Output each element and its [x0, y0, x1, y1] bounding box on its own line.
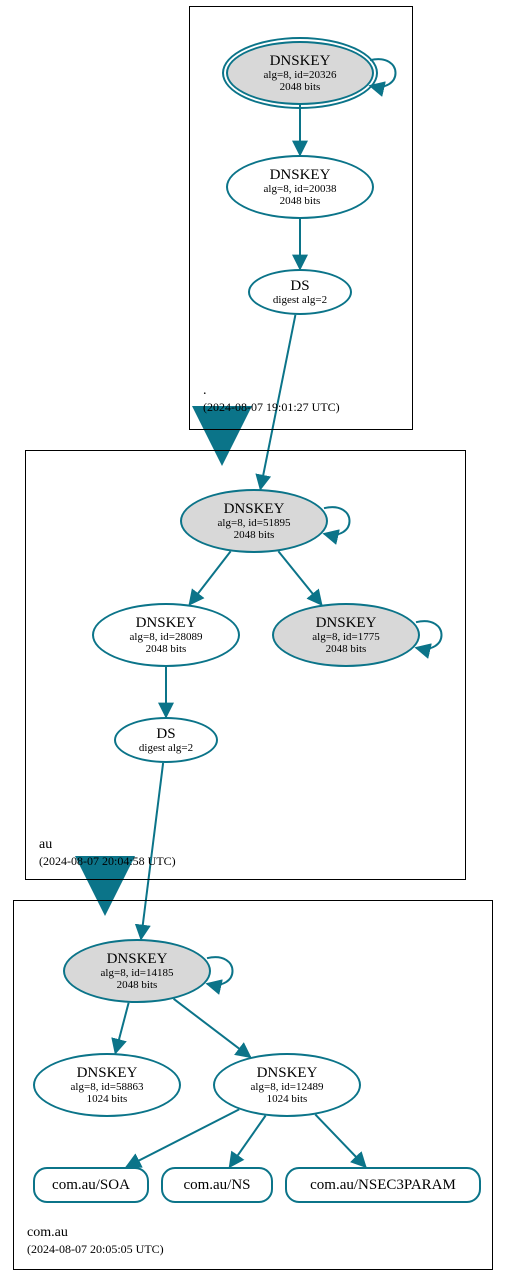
node-sub1: alg=8, id=20326: [228, 70, 372, 81]
node-sub2: 2048 bits: [65, 980, 209, 991]
node-title: com.au/NSEC3PARAM: [287, 1178, 479, 1193]
node-sub2: 2048 bits: [228, 82, 372, 93]
node-n2: DNSKEYalg=8, id=200382048 bits: [226, 155, 374, 219]
node-title: DNSKEY: [215, 1066, 359, 1081]
zone-timestamp: (2024-08-07 20:04:58 UTC): [39, 854, 176, 870]
node-n9: DNSKEYalg=8, id=588631024 bits: [33, 1053, 181, 1117]
node-sub2: 2048 bits: [182, 530, 326, 541]
node-sub1: digest alg=2: [116, 743, 216, 754]
zone-timestamp: (2024-08-07 20:05:05 UTC): [27, 1242, 164, 1258]
node-sub2: 1024 bits: [35, 1094, 179, 1105]
node-title: DNSKEY: [274, 616, 418, 631]
node-n4: DNSKEYalg=8, id=518952048 bits: [180, 489, 328, 553]
zone-label-comau: com.au(2024-08-07 20:05:05 UTC): [27, 1224, 164, 1258]
node-sub1: digest alg=2: [250, 295, 350, 306]
node-sub1: alg=8, id=14185: [65, 968, 209, 979]
node-sub2: 2048 bits: [94, 644, 238, 655]
node-n10: DNSKEYalg=8, id=124891024 bits: [213, 1053, 361, 1117]
node-n6: DNSKEYalg=8, id=17752048 bits: [272, 603, 420, 667]
node-sub1: alg=8, id=12489: [215, 1082, 359, 1093]
node-sub1: alg=8, id=20038: [228, 184, 372, 195]
node-sub2: 2048 bits: [228, 196, 372, 207]
node-title: DNSKEY: [228, 168, 372, 183]
node-title: DNSKEY: [35, 1066, 179, 1081]
zone-label-root: .(2024-08-07 19:01:27 UTC): [203, 382, 340, 416]
node-sub1: alg=8, id=51895: [182, 518, 326, 529]
node-title: DNSKEY: [65, 952, 209, 967]
zone-name: .: [203, 382, 340, 400]
node-sub2: 1024 bits: [215, 1094, 359, 1105]
node-title: DS: [116, 727, 216, 742]
node-title: DNSKEY: [228, 54, 372, 69]
zone-name: com.au: [27, 1224, 164, 1242]
node-n3: DSdigest alg=2: [248, 269, 352, 315]
node-n1: DNSKEYalg=8, id=203262048 bits: [226, 41, 374, 105]
node-title: com.au/NS: [163, 1178, 271, 1193]
node-title: com.au/SOA: [35, 1178, 147, 1193]
zone-name: au: [39, 836, 176, 854]
node-sub1: alg=8, id=58863: [35, 1082, 179, 1093]
zone-label-au: au(2024-08-07 20:04:58 UTC): [39, 836, 176, 870]
node-n11: com.au/SOA: [33, 1167, 149, 1203]
node-sub1: alg=8, id=1775: [274, 632, 418, 643]
node-n12: com.au/NS: [161, 1167, 273, 1203]
node-n5: DNSKEYalg=8, id=280892048 bits: [92, 603, 240, 667]
node-title: DS: [250, 279, 350, 294]
node-title: DNSKEY: [94, 616, 238, 631]
node-sub2: 2048 bits: [274, 644, 418, 655]
node-n13: com.au/NSEC3PARAM: [285, 1167, 481, 1203]
node-n7: DSdigest alg=2: [114, 717, 218, 763]
node-sub1: alg=8, id=28089: [94, 632, 238, 643]
node-n8: DNSKEYalg=8, id=141852048 bits: [63, 939, 211, 1003]
node-title: DNSKEY: [182, 502, 326, 517]
zone-timestamp: (2024-08-07 19:01:27 UTC): [203, 400, 340, 416]
